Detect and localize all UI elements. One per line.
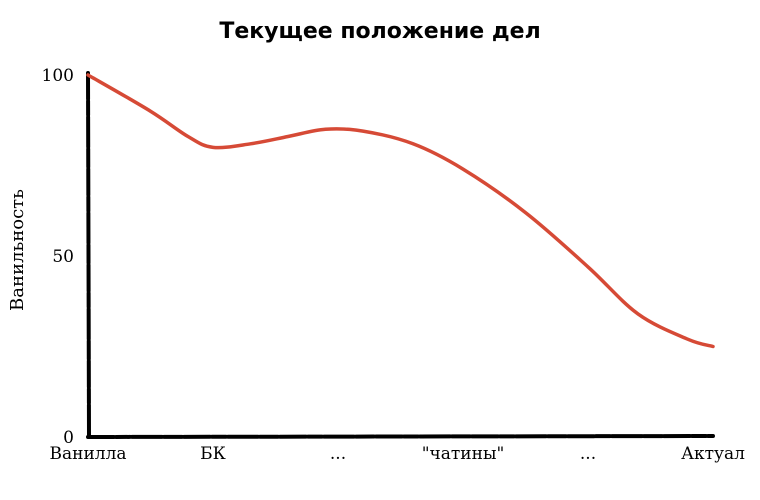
x-tick-label: Актуал xyxy=(681,444,745,464)
y-tick-label: 50 xyxy=(52,247,74,267)
y-tick-label: 100 xyxy=(42,66,74,86)
y-axis-label: Ванильность xyxy=(7,189,28,311)
x-tick-labels: Ванилла БК... "чатины"... Актуал xyxy=(49,444,745,464)
x-axis-line xyxy=(86,434,715,439)
y-axis-line xyxy=(86,71,91,439)
chart-title: Текущее положение дел xyxy=(219,19,540,44)
series-line xyxy=(86,73,715,349)
x-tick-label: ... xyxy=(330,444,346,464)
y-tick-label: 0 xyxy=(63,428,74,448)
y-tick-labels: 0 50 100 xyxy=(42,66,74,448)
x-tick-label: БК xyxy=(200,444,226,464)
series-group xyxy=(86,73,715,349)
x-tick-label: "чатины" xyxy=(422,444,505,464)
x-tick-label: ... xyxy=(580,444,596,464)
x-tick-label: Ванилла xyxy=(49,444,126,464)
